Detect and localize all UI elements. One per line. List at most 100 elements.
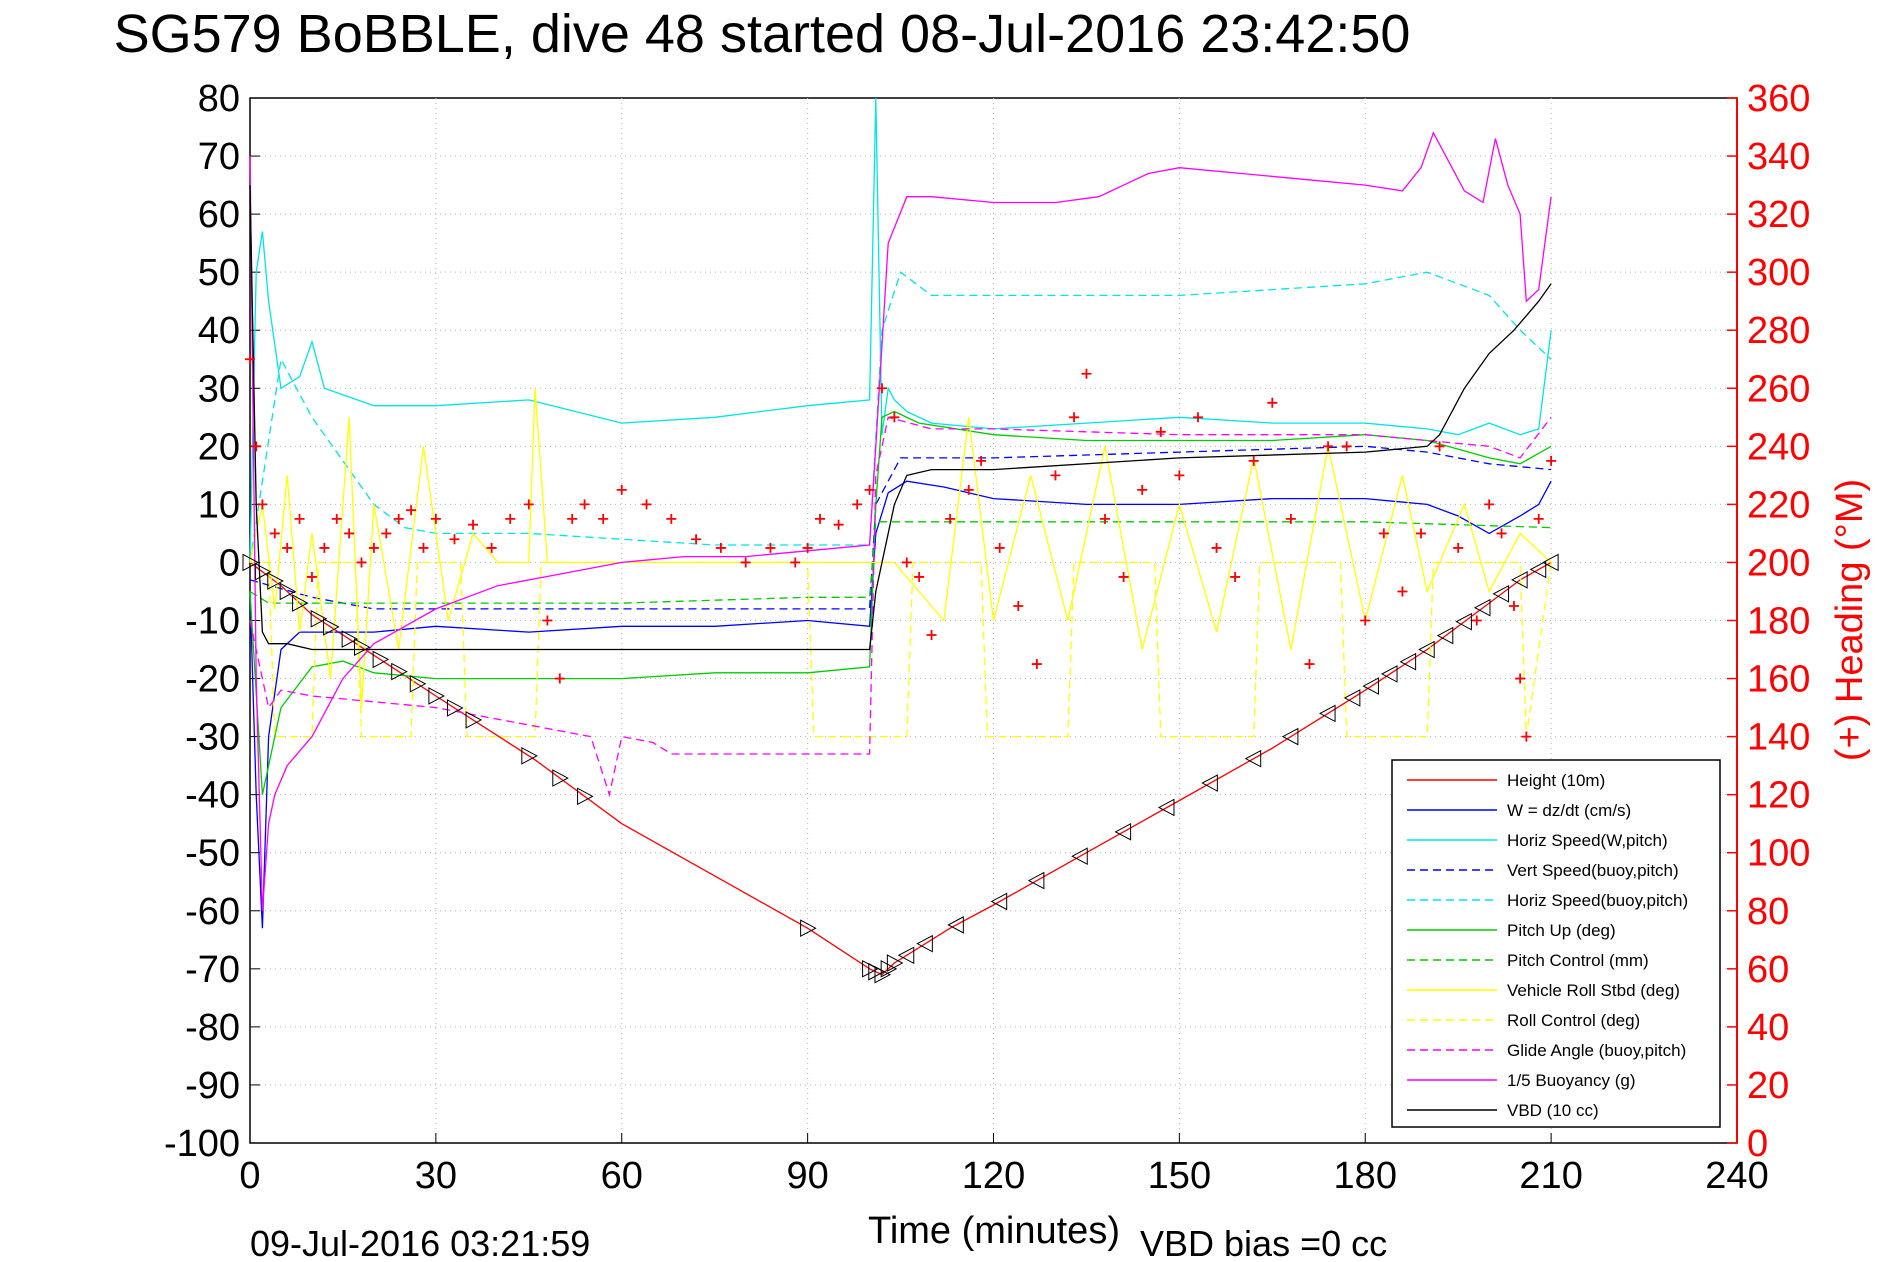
- heading-marker: [306, 571, 317, 582]
- ascent-marker: [1492, 584, 1510, 603]
- descent-marker: [310, 609, 328, 628]
- ascent-marker: [1542, 553, 1559, 572]
- y-tick-label: -40: [185, 775, 240, 817]
- y-tick-label: -100: [164, 1123, 240, 1165]
- ascent-marker: [1071, 847, 1088, 866]
- footer-timestamp: 09-Jul-2016 03:21:59: [250, 1223, 590, 1262]
- heading-marker: [1416, 528, 1427, 539]
- heading-marker: [356, 557, 367, 568]
- x-tick-label: 30: [415, 1155, 457, 1197]
- y-tick-label: 30: [198, 368, 240, 410]
- right-axis: 3603403203002802602402202001801601401201…: [1727, 78, 1810, 1165]
- heading-marker: [715, 542, 726, 553]
- y-right-tick-label: 140: [1747, 717, 1810, 759]
- legend-label: 1/5 Buoyancy (g): [1507, 1071, 1636, 1090]
- heading-marker: [1174, 470, 1185, 481]
- ascent-marker: [897, 946, 915, 965]
- heading-marker: [319, 542, 330, 553]
- heading-marker: [833, 519, 844, 530]
- y-tick-label: 40: [198, 310, 240, 352]
- descent-marker: [391, 662, 408, 681]
- y-right-tick-label: 220: [1747, 484, 1810, 526]
- heading-marker: [1118, 571, 1129, 582]
- descent-marker: [323, 618, 340, 636]
- descent-marker: [292, 594, 309, 612]
- y-right-tick-label: 240: [1747, 426, 1810, 468]
- y-right-tick-label: 80: [1747, 891, 1789, 933]
- legend: Height (10m) W = dz/dt (cm/s) Horiz Speed(…: [1391, 759, 1721, 1128]
- heading-marker: [542, 615, 553, 626]
- y-right-tick-label: 300: [1747, 252, 1810, 294]
- heading-marker: [864, 484, 875, 495]
- heading-markers: [245, 354, 1557, 742]
- ascent-marker: [1362, 677, 1379, 695]
- descent-marker: [372, 650, 390, 669]
- legend-label: Horiz Speed(buoy,pitch): [1507, 891, 1688, 910]
- y-tick-label: 20: [198, 426, 240, 468]
- descent-marker: [354, 638, 371, 657]
- legend-label: Height (10m): [1507, 771, 1605, 790]
- y-right-tick-label: 20: [1747, 1065, 1789, 1107]
- heading-marker: [1453, 542, 1464, 553]
- heading-marker: [1434, 441, 1445, 452]
- left-axis: 80 70 60 50 40 30 20 10 0 -10 -20 -30 -40 -50 -60 -70 -8…: [164, 78, 260, 1165]
- chart-title: SG579 BoBBLE, dive 48 started 08-Jul-201…: [114, 4, 1411, 64]
- heading-marker: [914, 571, 925, 582]
- ascent-marker: [1529, 560, 1547, 579]
- x-tick-label: 210: [1519, 1155, 1582, 1197]
- y-tick-label: 50: [198, 252, 240, 294]
- heading-marker: [1081, 368, 1092, 379]
- y-tick-label: 80: [198, 78, 240, 120]
- x-tick-label: 180: [1334, 1155, 1397, 1197]
- heading-marker: [740, 557, 751, 568]
- ascent-marker: [1473, 598, 1491, 617]
- heading-marker: [1248, 455, 1259, 466]
- heading-marker: [269, 528, 280, 539]
- heading-marker: [406, 505, 417, 516]
- heading-marker: [876, 383, 887, 394]
- heading-marker: [598, 513, 609, 524]
- heading-marker: [1397, 586, 1408, 597]
- ascent-marker: [1436, 626, 1454, 645]
- heading-marker: [368, 542, 379, 553]
- series-vbd: [249, 185, 1552, 651]
- heading-marker: [1285, 513, 1296, 524]
- heading-marker: [1508, 600, 1519, 611]
- heading-marker: [765, 542, 776, 553]
- y-right-tick-label: 200: [1747, 542, 1810, 584]
- heading-marker: [1515, 673, 1526, 684]
- heading-marker: [666, 513, 677, 524]
- y-right-tick-label: 360: [1747, 78, 1810, 120]
- heading-marker: [1471, 615, 1482, 626]
- heading-marker: [331, 513, 342, 524]
- x-tick-label: 90: [786, 1155, 828, 1197]
- legend-label: Horiz Speed(W,pitch): [1507, 831, 1668, 850]
- x-tick-label: 60: [601, 1155, 643, 1197]
- footer-vbd-bias: VBD bias =0 cc: [1140, 1223, 1387, 1262]
- legend-box: [1391, 759, 1721, 1128]
- heading-marker: [976, 455, 987, 466]
- heading-marker: [567, 513, 578, 524]
- ascent-marker: [1343, 689, 1361, 707]
- heading-marker: [802, 542, 813, 553]
- legend-label: Vehicle Roll Stbd (deg): [1507, 981, 1680, 1000]
- series-w: [249, 480, 1552, 929]
- heading-marker: [945, 513, 956, 524]
- heading-marker: [1378, 528, 1389, 539]
- descent-marker: [886, 954, 904, 972]
- ascent-marker: [1281, 727, 1299, 746]
- descent-marker: [341, 630, 359, 648]
- heading-marker: [251, 441, 262, 452]
- y-right-tick-label: 280: [1747, 310, 1810, 352]
- series-roll_ctrl: [250, 561, 1552, 738]
- series-horiz_w: [249, 97, 1552, 563]
- descent-marker: [521, 747, 538, 765]
- y-tick-label: -30: [185, 717, 240, 759]
- descent-marker: [465, 711, 483, 729]
- heading-marker: [1013, 600, 1024, 611]
- series-glide: [249, 416, 1552, 798]
- heading-marker: [1546, 455, 1557, 466]
- heading-marker: [245, 354, 255, 365]
- heading-marker: [1230, 571, 1241, 582]
